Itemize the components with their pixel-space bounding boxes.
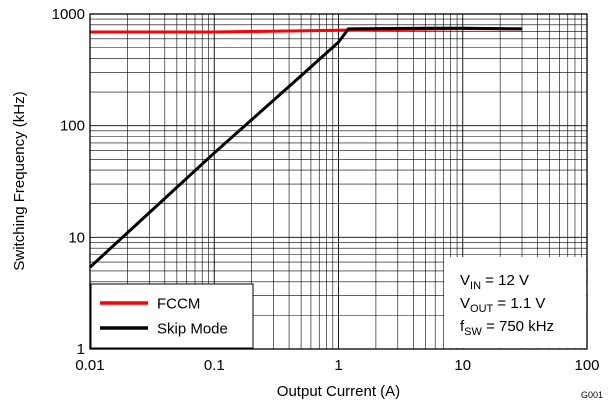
x-tick-label: 100	[574, 357, 599, 374]
y-tick-label: 1	[77, 341, 85, 358]
legend-box	[90, 283, 254, 349]
x-tick-label: 0.01	[75, 357, 104, 374]
series-layer	[88, 26, 523, 269]
legend: FCCM Skip Mode	[90, 283, 254, 349]
tick-labels: 0.01 0.1 1 10 100 1 10 100 1000	[52, 6, 600, 374]
annotation-vin: VIN = 12 V	[460, 272, 529, 292]
annotation-background	[444, 257, 586, 348]
annotation-fsw: fSW = 750 kHz	[460, 318, 554, 338]
y-tick-label: 10	[68, 229, 85, 246]
annotation-vout: VOUT = 1.1 V	[460, 295, 545, 315]
plot-area-border	[89, 13, 588, 350]
x-tick-label: 1	[334, 357, 342, 374]
y-tick-label: 1000	[52, 6, 85, 23]
x-tick-label: 10	[454, 357, 471, 374]
legend-label-fccm: FCCM	[157, 296, 200, 313]
x-axis-label: Output Current (A)	[277, 383, 400, 400]
legend-label-skip-mode: Skip Mode	[157, 321, 228, 338]
x-tick-label: 0.1	[204, 357, 225, 374]
series-line-skip-mode	[88, 26, 523, 269]
y-tick-label: 100	[60, 118, 85, 135]
y-axis-label: Switching Frequency (kHz)	[11, 91, 28, 270]
annotation-box: VIN = 12 V VOUT = 1.1 V fSW = 750 kHz	[444, 257, 586, 348]
figure-id: G001	[581, 390, 603, 400]
